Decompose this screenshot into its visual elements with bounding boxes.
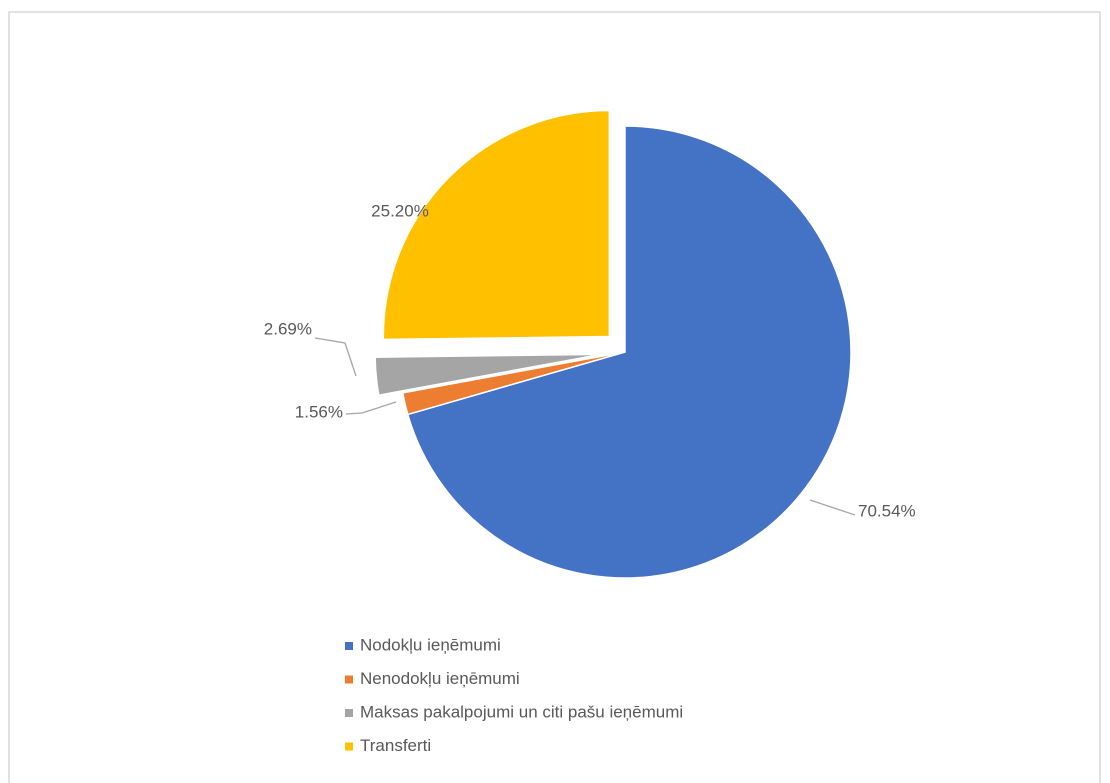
leader-line — [345, 401, 397, 415]
legend-label: Maksas pakalpojumi un citi pašu ieņēmumi — [360, 702, 683, 721]
pie-slice — [406, 125, 852, 579]
legend-marker — [345, 709, 353, 717]
leader-line — [314, 337, 357, 377]
pie-slice — [374, 353, 602, 397]
legend-label: Nenodokļu ieņēmumi — [360, 669, 520, 688]
data-label: 25.20% — [371, 201, 429, 220]
pie-slice — [401, 351, 626, 416]
legend-marker — [345, 742, 353, 751]
legend-label: Nodokļu ieņēmumi — [360, 635, 501, 654]
leader-line — [809, 499, 856, 516]
data-label: 70.54% — [858, 501, 916, 520]
legend-marker — [345, 675, 353, 684]
data-label: 1.56% — [295, 402, 343, 421]
legend-marker — [345, 642, 353, 650]
data-label: 2.69% — [264, 319, 312, 338]
pie-slice — [382, 109, 611, 341]
legend-label: Transferti — [360, 736, 431, 755]
